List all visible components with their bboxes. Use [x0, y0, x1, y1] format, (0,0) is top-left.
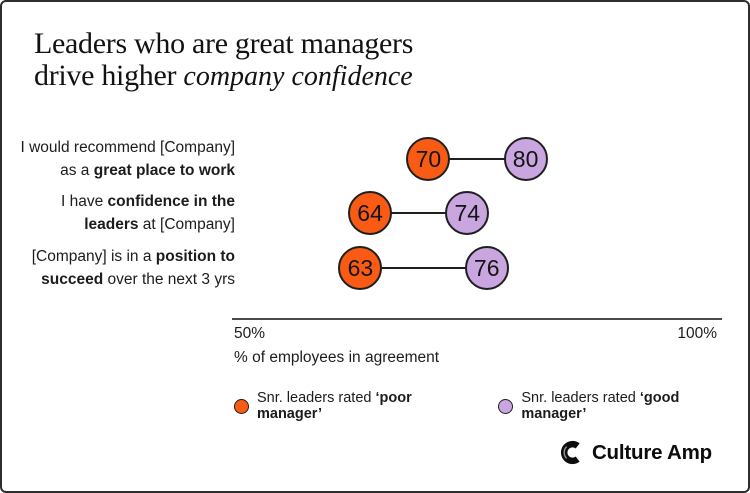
- chart-title: Leaders who are great managers drive high…: [34, 28, 413, 93]
- good-manager-dot: 76: [464, 246, 509, 290]
- brand-footer: Culture Amp: [560, 440, 712, 465]
- x-axis-line: [232, 318, 722, 320]
- legend-label-good: Snr. leaders rated ‘good manager’: [521, 390, 748, 422]
- title-line2-script: company confidence: [183, 61, 413, 92]
- legend-label-poor-emphasis: ‘poor manager’: [256, 390, 412, 422]
- legend: Snr. leaders rated ‘poor manager’ Snr. l…: [234, 390, 748, 422]
- connector-line: [360, 267, 487, 269]
- good-manager-swatch-icon: [498, 398, 514, 414]
- legend-item-poor-manager: Snr. leaders rated ‘poor manager’: [234, 390, 480, 422]
- x-axis-label: % of employees in agreement: [234, 349, 440, 366]
- legend-label-good-emphasis: ‘good manager’: [521, 390, 680, 422]
- culture-amp-logo-icon: [560, 440, 580, 465]
- row-label: I would recommend [Company] as a great p…: [20, 139, 235, 179]
- good-manager-dot: 80: [503, 137, 548, 181]
- x-axis-tick-min: 50%: [234, 325, 266, 342]
- poor-manager-swatch-icon: [234, 398, 249, 414]
- x-axis-tick-max: 100%: [677, 325, 717, 342]
- connector-line: [370, 212, 468, 214]
- title-line1: Leaders who are great managers: [34, 27, 414, 60]
- poor-manager-dot: 70: [406, 137, 451, 181]
- poor-manager-dot: 63: [338, 246, 383, 290]
- row-label: I have confidence in the leaders at [Com…: [61, 193, 235, 233]
- legend-item-good-manager: Snr. leaders rated ‘good manager’: [498, 390, 748, 422]
- brand-name: Culture Amp: [591, 440, 712, 464]
- connector-line: [428, 158, 526, 160]
- good-manager-dot: 74: [445, 191, 490, 235]
- poor-manager-dot: 64: [348, 191, 393, 235]
- row-label: [Company] is in a position to succeed ov…: [31, 248, 235, 288]
- title-line2-prefix: drive higher: [34, 59, 184, 92]
- legend-label-poor: Snr. leaders rated ‘poor manager’: [257, 390, 480, 422]
- legend-label-poor-prefix: Snr. leaders rated: [256, 390, 376, 406]
- legend-label-good-prefix: Snr. leaders rated: [521, 390, 640, 406]
